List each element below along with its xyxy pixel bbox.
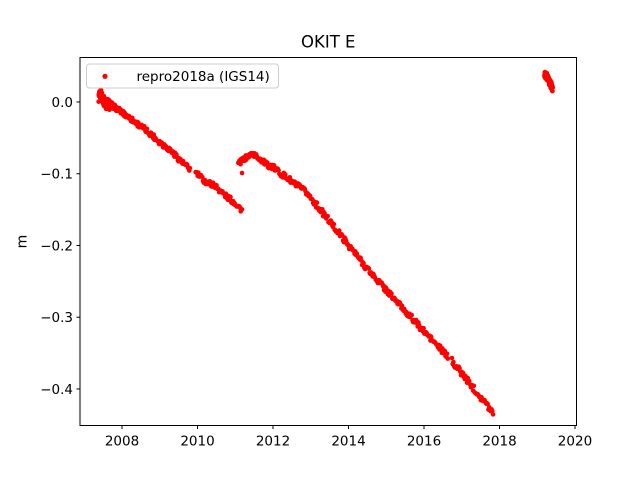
x-tick-label: 2020: [558, 434, 592, 450]
data-point: [239, 170, 245, 176]
data-point: [228, 194, 233, 200]
x-tick-label: 2010: [180, 434, 214, 450]
chart-title: OKIT E: [301, 33, 355, 52]
scatter-series-repro2018a: [96, 69, 556, 417]
data-point: [490, 408, 495, 414]
y-tick-label: −0.4: [40, 382, 73, 398]
legend-box: [86, 63, 279, 89]
legend-label: repro2018a (IGS14): [137, 69, 270, 85]
data-point: [399, 303, 405, 309]
axes-spines: [79, 57, 577, 426]
data-point: [238, 161, 243, 167]
data-point: [331, 221, 337, 227]
data-point: [449, 355, 455, 361]
x-tick-label: 2014: [331, 434, 365, 450]
legend: repro2018a (IGS14): [86, 63, 279, 89]
y-tick-label: −0.1: [40, 167, 73, 183]
x-axis-ticks: 2008 2010 2012 2014 2016 2018 2020: [105, 425, 592, 450]
y-axis-ticks: 0.0 −0.1 −0.2 −0.3 −0.4: [40, 95, 80, 398]
data-point: [325, 213, 331, 219]
data-point: [444, 351, 450, 357]
data-point: [187, 165, 193, 171]
plot-background: [80, 57, 577, 426]
data-point: [276, 168, 281, 173]
data-point: [361, 261, 366, 266]
data-point: [490, 412, 496, 417]
data-point: [550, 84, 556, 90]
data-point: [389, 291, 394, 296]
data-point: [451, 359, 456, 365]
data-point: [239, 207, 245, 212]
data-point: [445, 356, 451, 361]
y-tick-label: 0.0: [52, 95, 73, 111]
data-point: [336, 228, 342, 233]
data-point: [314, 200, 320, 205]
x-tick-label: 2016: [407, 434, 441, 450]
y-tick-label: −0.3: [40, 310, 73, 326]
data-point: [471, 383, 477, 389]
data-point: [200, 174, 205, 180]
y-tick-label: −0.2: [40, 238, 73, 254]
data-point: [135, 120, 141, 125]
data-point: [421, 325, 426, 331]
data-point: [283, 172, 288, 177]
x-tick-label: 2008: [105, 434, 139, 450]
data-point: [485, 401, 490, 407]
data-point: [409, 312, 415, 318]
x-tick-label: 2012: [256, 434, 290, 450]
x-tick-label: 2018: [482, 434, 516, 450]
data-point: [428, 334, 434, 339]
data-point: [265, 160, 270, 165]
y-axis-label: m: [15, 235, 31, 249]
data-point: [144, 126, 150, 132]
legend-dot-marker-icon: [102, 73, 108, 79]
data-point: [366, 266, 372, 271]
